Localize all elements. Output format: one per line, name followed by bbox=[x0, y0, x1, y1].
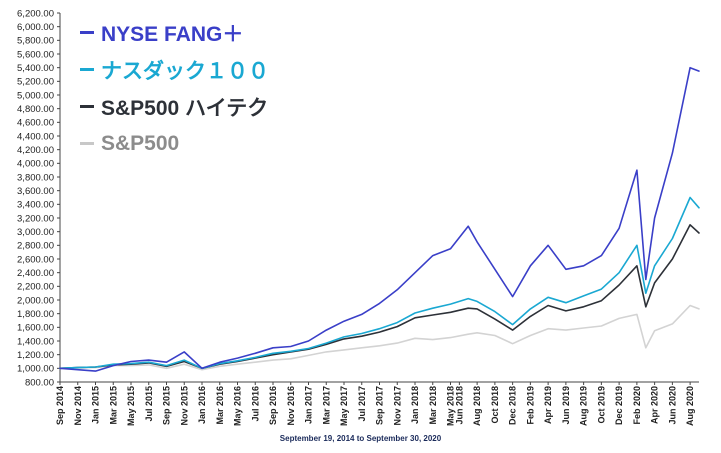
y-tick-label: 3,200.00 bbox=[17, 213, 54, 224]
x-tick-label: Sep 2016 bbox=[268, 386, 278, 425]
y-tick-label: 4,000.00 bbox=[17, 159, 54, 170]
y-tick-label: 3,400.00 bbox=[17, 200, 54, 211]
x-tick-label: Oct 2019 bbox=[596, 386, 606, 424]
x-tick-label: Sep 2015 bbox=[162, 386, 172, 425]
x-tick-label: Aug 2020 bbox=[685, 386, 695, 426]
x-tick-label: Mar 2018 bbox=[428, 386, 438, 425]
y-tick-label: 800.00 bbox=[25, 377, 54, 388]
x-tick-label: Feb 2020 bbox=[632, 386, 642, 425]
legend-item-sp500: S&P500 bbox=[80, 125, 269, 162]
y-tick-label: 1,600.00 bbox=[17, 323, 54, 334]
x-tick-label: Sep 2014 bbox=[55, 386, 65, 425]
x-tick-label: Jun 2018 bbox=[454, 386, 464, 425]
y-tick-label: 1,800.00 bbox=[17, 309, 54, 320]
x-tick-label: Jan 2017 bbox=[304, 386, 314, 424]
y-tick-label: 1,400.00 bbox=[17, 336, 54, 347]
legend-item-nasdaq100: ナスダック１００ bbox=[80, 51, 269, 88]
x-tick-label: Nov 2017 bbox=[392, 386, 402, 426]
y-tick-label: 4,400.00 bbox=[17, 131, 54, 142]
legend-swatch-nasdaq100 bbox=[80, 68, 94, 71]
series-line-sp500 bbox=[59, 304, 700, 371]
x-tick-label: Aug 2018 bbox=[472, 386, 482, 426]
x-tick-label: Sep 2017 bbox=[375, 386, 385, 425]
x-tick-label: Mar 2016 bbox=[215, 386, 225, 425]
y-axis-ticks: 6,200.00 6,000.00 5,800.00 5,600.00 5,400.00… bbox=[17, 8, 60, 388]
series-line-sp500-tech bbox=[59, 224, 700, 370]
y-tick-label: 6,000.00 bbox=[17, 22, 54, 33]
y-tick-label: 4,800.00 bbox=[17, 104, 54, 115]
legend: NYSE FANG＋ ナスダック１００ S&P500 ハイテク S&P500 bbox=[80, 14, 269, 162]
y-tick-label: 2,000.00 bbox=[17, 295, 54, 306]
legend-label-sp500-tech: S&P500 ハイテク bbox=[101, 96, 269, 120]
x-tick-label: Apr 2020 bbox=[650, 386, 660, 424]
legend-swatch-sp500 bbox=[80, 142, 94, 145]
y-tick-label: 2,400.00 bbox=[17, 268, 54, 279]
x-tick-label: May 2018 bbox=[446, 386, 456, 426]
x-tick-label: Mar 2015 bbox=[108, 386, 118, 425]
x-tick-label: Jan 2018 bbox=[410, 386, 420, 424]
x-tick-label: Jan 2015 bbox=[91, 386, 101, 424]
y-tick-label: 2,200.00 bbox=[17, 282, 54, 293]
series-line-fang bbox=[59, 66, 700, 372]
x-tick-label: Feb 2019 bbox=[525, 386, 535, 425]
y-tick-label: 1,000.00 bbox=[17, 364, 54, 375]
legend-swatch-fang bbox=[80, 31, 94, 34]
x-axis-ticks: Sep 2014 Nov 2014 Jan 2015 Mar 2015 May 2015… bbox=[55, 382, 695, 426]
x-tick-label: Dec 2018 bbox=[508, 386, 518, 425]
legend-label-sp500: S&P500 bbox=[101, 131, 180, 155]
x-tick-label: Nov 2015 bbox=[179, 386, 189, 426]
x-tick-label: Nov 2016 bbox=[286, 386, 296, 426]
y-tick-label: 5,400.00 bbox=[17, 63, 54, 74]
legend-label-nasdaq100: ナスダック１００ bbox=[101, 59, 269, 83]
x-tick-label: Jul 2016 bbox=[250, 386, 260, 422]
x-tick-label: Jun 2019 bbox=[561, 386, 571, 425]
y-tick-label: 3,000.00 bbox=[17, 227, 54, 238]
y-tick-label: 5,000.00 bbox=[17, 90, 54, 101]
legend-label-fang: NYSE FANG＋ bbox=[101, 22, 244, 46]
x-tick-label: May 2015 bbox=[126, 386, 136, 426]
y-tick-label: 2,800.00 bbox=[17, 241, 54, 252]
legend-swatch-sp500-tech bbox=[80, 105, 94, 108]
x-tick-label: May 2016 bbox=[233, 386, 243, 426]
x-tick-label: Aug 2019 bbox=[579, 386, 589, 426]
x-tick-label: Jul 2017 bbox=[357, 386, 367, 422]
x-tick-label: Oct 2018 bbox=[490, 386, 500, 424]
legend-item-fang: NYSE FANG＋ bbox=[80, 14, 269, 51]
y-tick-label: 5,600.00 bbox=[17, 49, 54, 60]
series-line-nasdaq100 bbox=[59, 196, 700, 370]
y-tick-label: 4,200.00 bbox=[17, 145, 54, 156]
x-tick-label: Jul 2015 bbox=[144, 386, 154, 422]
y-tick-label: 3,600.00 bbox=[17, 186, 54, 197]
y-tick-label: 2,600.00 bbox=[17, 254, 54, 265]
y-tick-label: 1,200.00 bbox=[17, 350, 54, 361]
x-tick-label: Jun 2020 bbox=[667, 386, 677, 425]
x-tick-label: Jan 2016 bbox=[197, 386, 207, 424]
series-lines bbox=[59, 66, 700, 372]
y-tick-label: 5,200.00 bbox=[17, 77, 54, 88]
y-tick-label: 4,600.00 bbox=[17, 118, 54, 129]
x-tick-label: Mar 2017 bbox=[321, 386, 331, 425]
x-axis-date-range: September 19, 2014 to September 30, 2020 bbox=[279, 434, 442, 443]
y-tick-label: 5,800.00 bbox=[17, 36, 54, 47]
x-tick-label: May 2017 bbox=[339, 386, 349, 426]
x-tick-label: Nov 2014 bbox=[73, 386, 83, 426]
legend-item-sp500-tech: S&P500 ハイテク bbox=[80, 88, 269, 125]
y-tick-label: 6,200.00 bbox=[17, 8, 54, 19]
y-tick-label: 3,800.00 bbox=[17, 172, 54, 183]
x-tick-label: Dec 2019 bbox=[614, 386, 624, 425]
x-tick-label: Apr 2019 bbox=[543, 386, 553, 424]
